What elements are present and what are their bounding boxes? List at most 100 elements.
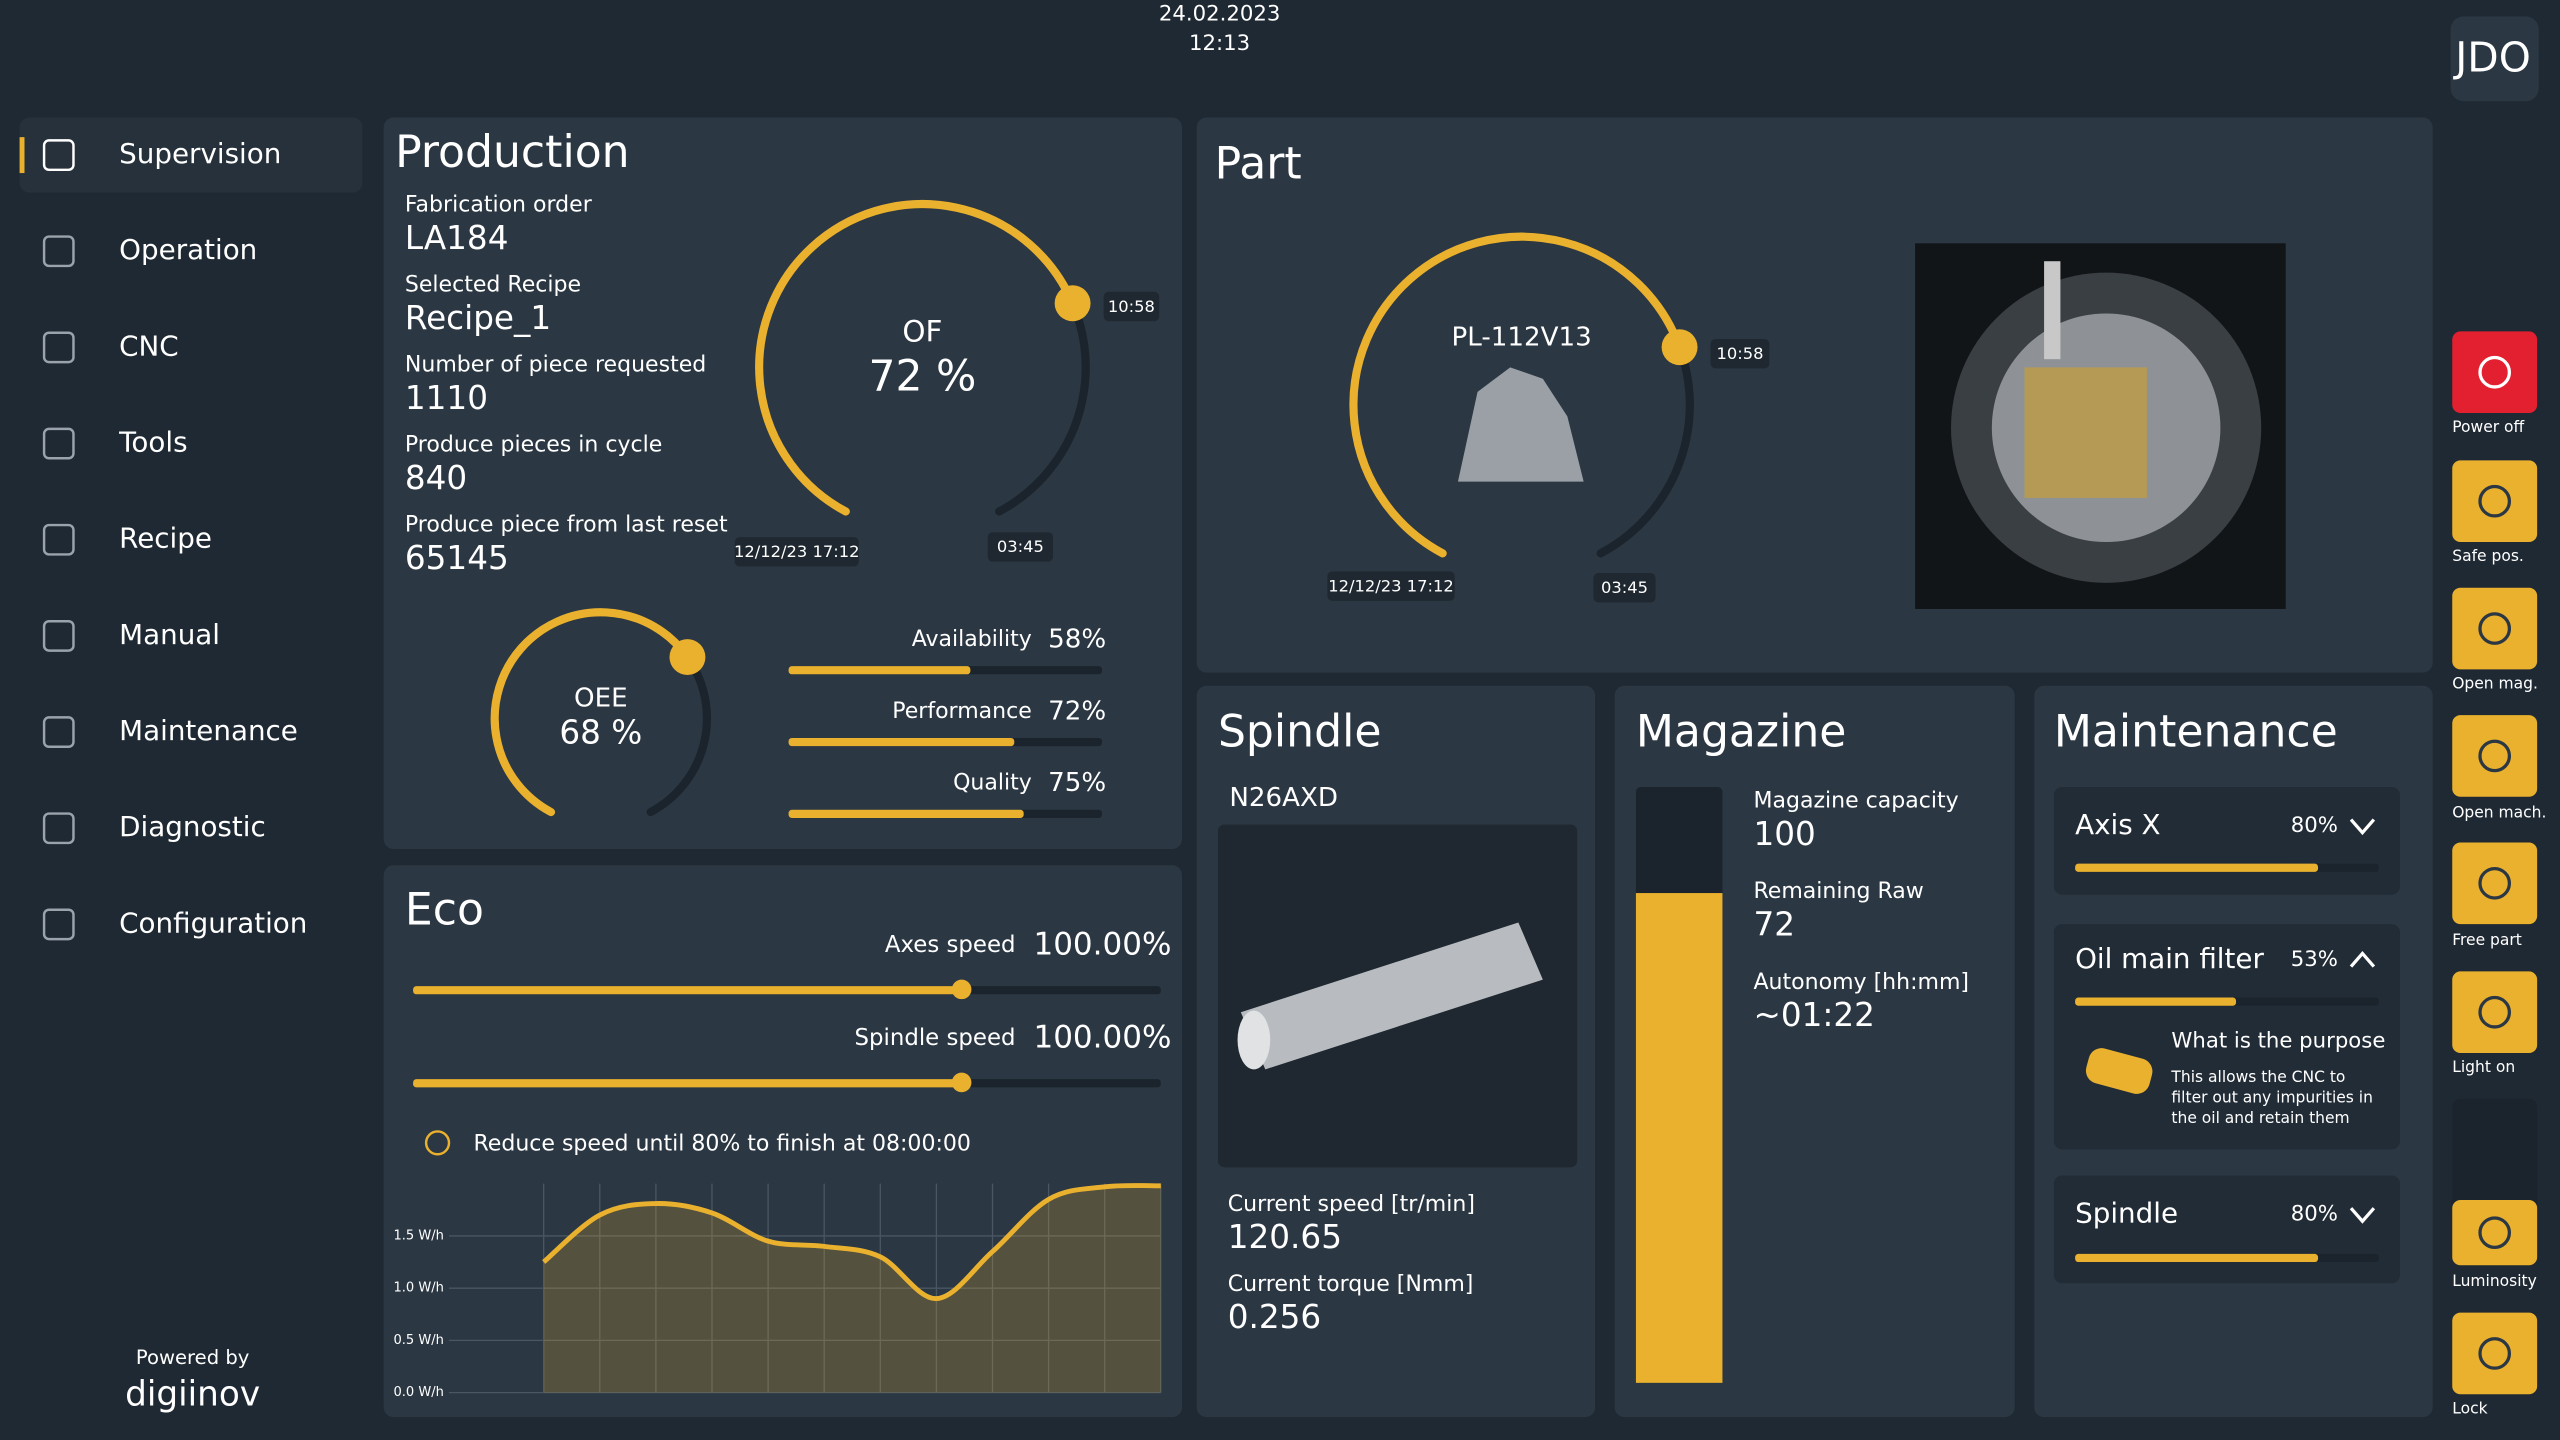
time-tag-label: 03:45 bbox=[997, 537, 1044, 556]
field-value: ~01:22 bbox=[1753, 996, 1874, 1034]
field-value: LA184 bbox=[405, 219, 509, 257]
eco-tip: Reduce speed until 80% to finish at 08:0… bbox=[473, 1131, 970, 1156]
action-label: Luminosity bbox=[2452, 1272, 2537, 1290]
nav-icon bbox=[42, 716, 75, 748]
action-icon bbox=[2478, 1216, 2512, 1249]
nav-item[interactable]: CNC bbox=[119, 329, 179, 362]
panel-title: Part bbox=[1215, 139, 1302, 190]
detail-text: This allows the CNC to bbox=[2170, 1068, 2345, 1086]
maintenance-name: Axis X bbox=[2075, 808, 2160, 841]
gauge-value: 68 % bbox=[559, 714, 642, 752]
maintenance-value: 53% bbox=[2291, 947, 2338, 972]
time-tag bbox=[734, 537, 859, 567]
action-button[interactable] bbox=[2452, 1200, 2538, 1266]
action-button[interactable] bbox=[2452, 331, 2538, 414]
part-icon bbox=[1457, 367, 1584, 482]
user-badge[interactable] bbox=[2450, 16, 2539, 102]
action-button[interactable] bbox=[2452, 587, 2538, 670]
user-initials: JDO bbox=[2452, 33, 2531, 81]
nav-icon bbox=[42, 620, 75, 652]
action-label: Safe pos. bbox=[2452, 547, 2524, 565]
chart-area bbox=[543, 1185, 1161, 1393]
spindle-shape bbox=[1237, 1010, 1271, 1070]
time-tag-label: 12/12/23 17:12 bbox=[1328, 576, 1453, 595]
field-label: Autonomy [hh:mm] bbox=[1753, 970, 1969, 995]
gauge-fill bbox=[755, 200, 1077, 516]
time-tag-label: 12/12/23 17:12 bbox=[734, 542, 859, 561]
nav-item[interactable]: Supervision bbox=[119, 137, 281, 170]
detail-text: the oil and retain them bbox=[2171, 1109, 2349, 1127]
action-button[interactable] bbox=[2452, 715, 2538, 797]
active-nav-bg bbox=[19, 117, 363, 193]
field-label: Magazine capacity bbox=[1753, 789, 1958, 814]
y-tick-label: 1.5 W/h bbox=[393, 1228, 443, 1243]
detail-text: filter out any impurities in bbox=[2171, 1088, 2373, 1106]
tip-icon bbox=[424, 1130, 451, 1156]
slider-fill bbox=[413, 986, 962, 995]
field-label: Produce pieces in cycle bbox=[405, 433, 662, 458]
action-button[interactable] bbox=[2452, 460, 2538, 543]
action-button[interactable] bbox=[2452, 971, 2538, 1054]
nav-item[interactable]: Operation bbox=[119, 233, 257, 266]
field-label: Current torque [Nmm] bbox=[1228, 1272, 1474, 1297]
y-tick-label: 0.5 W/h bbox=[393, 1333, 443, 1348]
nav-item[interactable]: Diagnostic bbox=[119, 810, 266, 843]
field-value: 72 bbox=[1753, 906, 1795, 944]
field-value: 120.65 bbox=[1228, 1218, 1342, 1256]
gauge-knob bbox=[1661, 329, 1698, 366]
gauge-fill bbox=[490, 608, 692, 817]
field-value: 0.256 bbox=[1228, 1298, 1321, 1336]
field-label: Current speed [tr/min] bbox=[1228, 1192, 1475, 1217]
time-tag bbox=[1710, 338, 1770, 369]
detail-title: What is the purpose bbox=[2171, 1029, 2385, 1054]
chevron[interactable] bbox=[2349, 950, 2376, 968]
slider-knob[interactable] bbox=[951, 979, 972, 1000]
metric-name: Quality bbox=[953, 771, 1032, 796]
nav-item[interactable]: Tools bbox=[118, 426, 187, 459]
field-value: 1110 bbox=[405, 379, 488, 417]
gauge-knob bbox=[1054, 285, 1091, 322]
time-tag bbox=[1103, 291, 1160, 322]
action-button[interactable] bbox=[2452, 1312, 2538, 1395]
field-value: Recipe_1 bbox=[405, 299, 551, 337]
nav-item[interactable]: Manual bbox=[119, 618, 220, 651]
magazine-fill bbox=[1635, 893, 1723, 1383]
time: 12:13 bbox=[1189, 31, 1250, 56]
gauge-name: OF bbox=[902, 315, 942, 349]
nav-item[interactable]: Recipe bbox=[119, 522, 212, 555]
nav-icon bbox=[42, 139, 75, 172]
chevron[interactable] bbox=[2349, 1207, 2376, 1224]
slider-name: Spindle speed bbox=[855, 1025, 1016, 1051]
action-icon bbox=[2478, 866, 2512, 900]
time-tag-label: 10:58 bbox=[1108, 297, 1155, 316]
action-label: Free part bbox=[2452, 931, 2522, 949]
field-label: Fabrication order bbox=[405, 193, 593, 218]
gauge-name: OEE bbox=[574, 683, 628, 713]
nav-item[interactable]: Configuration bbox=[119, 906, 307, 939]
nav-icon bbox=[42, 427, 75, 460]
spindle-ref: N26AXD bbox=[1229, 783, 1338, 813]
slider-value: 100.00% bbox=[1033, 1019, 1171, 1055]
active-nav-marker bbox=[19, 137, 25, 174]
nav-item[interactable]: Maintenance bbox=[119, 714, 298, 747]
field-label: Remaining Raw bbox=[1753, 879, 1923, 904]
field-label: Selected Recipe bbox=[405, 273, 581, 298]
action-icon bbox=[2478, 484, 2512, 518]
maintenance-bar bbox=[2075, 997, 2237, 1006]
date: 24.02.2023 bbox=[1159, 2, 1281, 27]
panel-title: Spindle bbox=[1218, 707, 1382, 758]
action-label: Open mag. bbox=[2452, 675, 2538, 693]
chart-line bbox=[542, 1183, 1161, 1302]
action-button[interactable] bbox=[2452, 842, 2538, 925]
action-icon bbox=[2478, 612, 2512, 645]
slider-knob[interactable] bbox=[951, 1072, 972, 1093]
chevron[interactable] bbox=[2349, 818, 2376, 836]
metric-bar bbox=[788, 809, 1024, 818]
metric-name: Performance bbox=[892, 699, 1032, 724]
field-value: 65145 bbox=[405, 539, 509, 577]
panel-title: Production bbox=[395, 127, 630, 178]
panel-title: Maintenance bbox=[2054, 707, 2338, 758]
nav-icon bbox=[42, 812, 75, 845]
slider-name: Axes speed bbox=[885, 932, 1016, 958]
